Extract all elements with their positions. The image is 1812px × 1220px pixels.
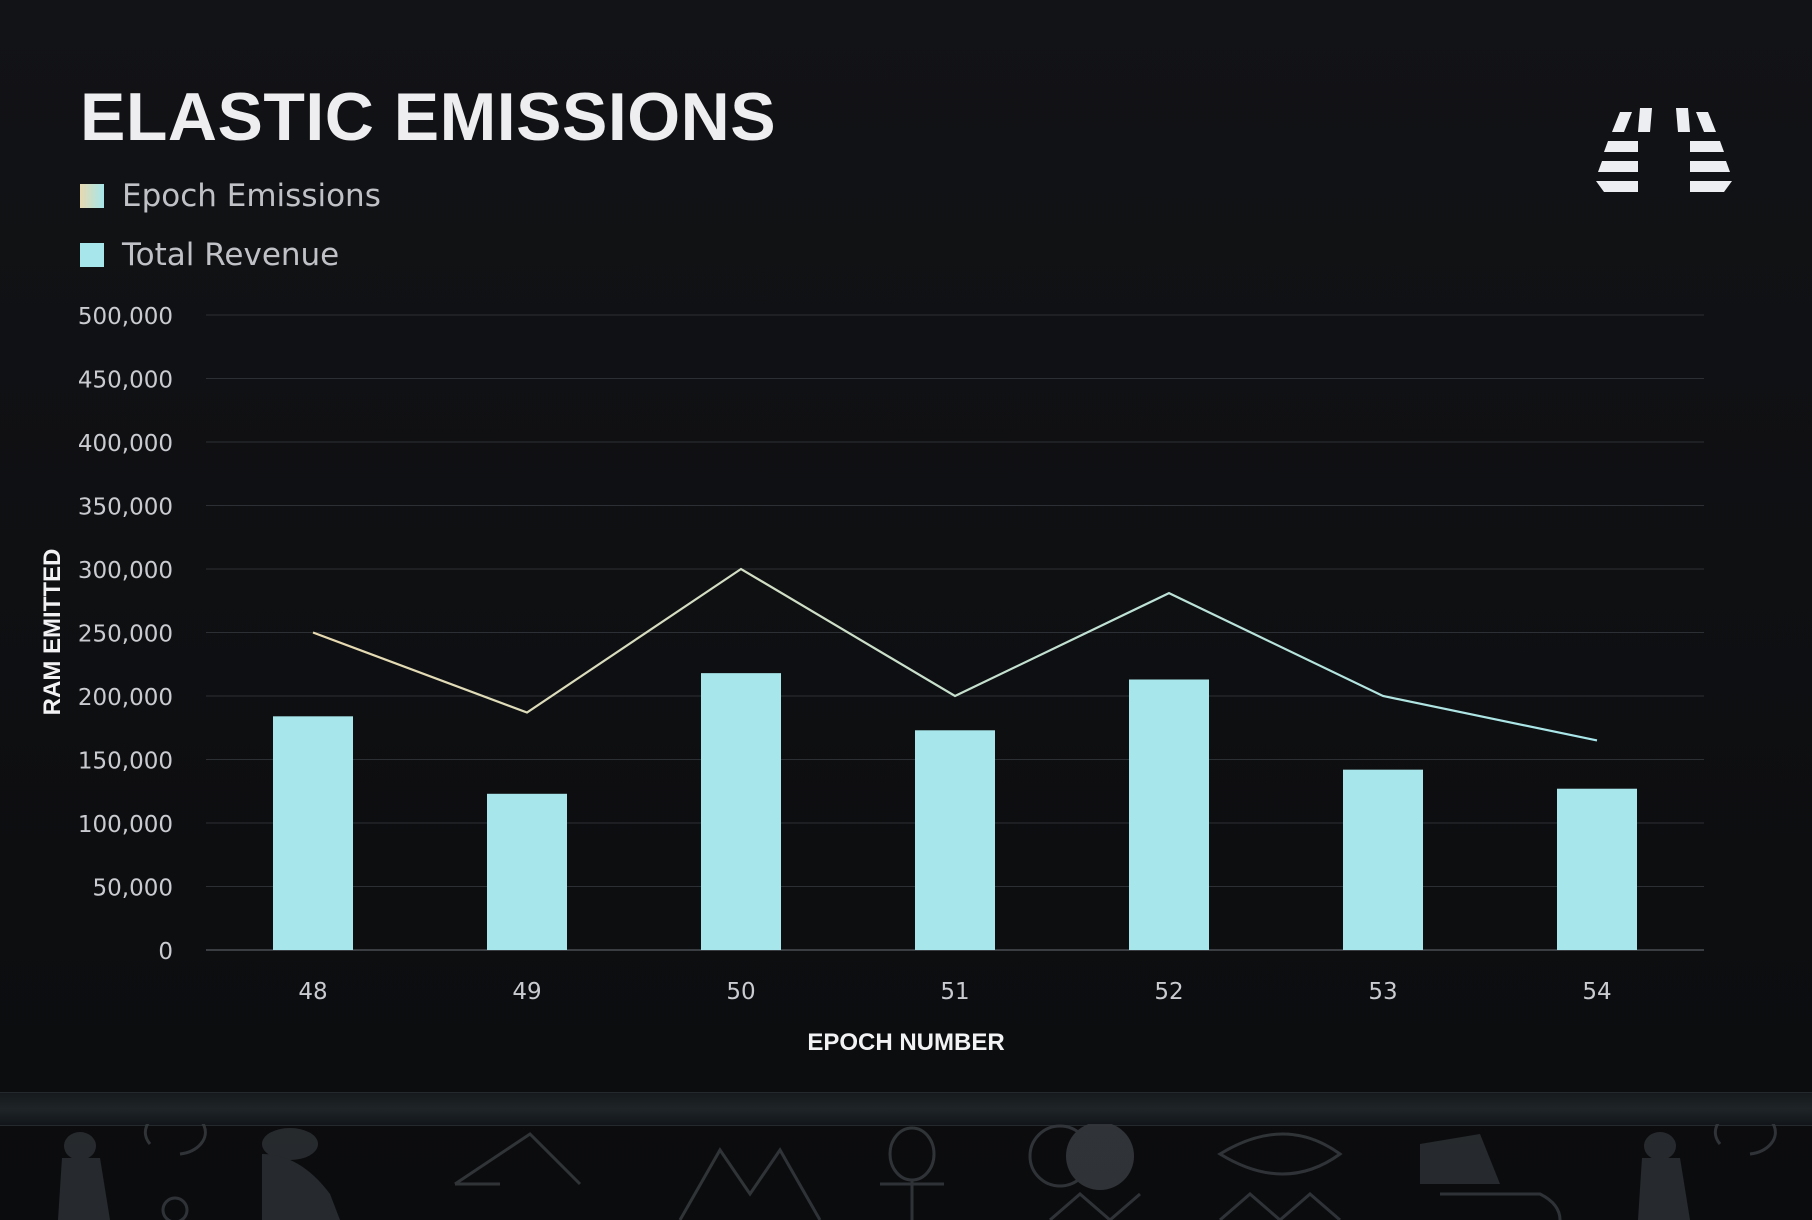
y-tick-label: 350,000 bbox=[78, 495, 173, 521]
x-tick-label: 52 bbox=[1154, 979, 1183, 1005]
y-tick-label: 450,000 bbox=[78, 368, 173, 394]
y-tick-label: 400,000 bbox=[78, 431, 173, 457]
y-tick-label: 300,000 bbox=[78, 558, 173, 584]
bar-epoch-52 bbox=[1129, 679, 1209, 950]
y-axis-label: RAM EMITTED bbox=[39, 549, 66, 716]
y-tick-label: 500,000 bbox=[78, 304, 173, 330]
eye-icon bbox=[1217, 1132, 1343, 1220]
y-axis-ticks: 0 50,000 100,000 150,000 200,000 250,000 300,0… bbox=[78, 304, 173, 965]
x-tick-label: 54 bbox=[1582, 979, 1611, 1005]
line-epoch-emissions bbox=[312, 567, 1598, 742]
bar-epoch-49 bbox=[487, 793, 567, 950]
seated-figure-right-icon bbox=[1638, 1124, 1777, 1220]
x-tick-label: 51 bbox=[940, 979, 969, 1005]
legend: Epoch Emissions Total Revenue bbox=[80, 176, 381, 294]
legend-swatch-epoch-emissions bbox=[80, 184, 104, 208]
brand-logo-icon bbox=[1596, 108, 1732, 192]
bar-epoch-51 bbox=[915, 730, 995, 950]
baboon-icon bbox=[262, 1128, 340, 1220]
x-tick-label: 48 bbox=[298, 979, 327, 1005]
footer-band bbox=[0, 1092, 1812, 1126]
seated-figure-icon bbox=[58, 1124, 207, 1220]
x-tick-label: 49 bbox=[512, 979, 541, 1005]
bar-epoch-50 bbox=[701, 673, 781, 950]
legend-label-epoch-emissions: Epoch Emissions bbox=[122, 178, 381, 214]
x-axis-ticks: 48 49 50 51 52 53 54 bbox=[298, 979, 1611, 1005]
mountains-icon bbox=[678, 1147, 822, 1220]
emissions-chart: 0 50,000 100,000 150,000 200,000 250,000 300,0… bbox=[39, 304, 1704, 1056]
x-tick-label: 53 bbox=[1368, 979, 1397, 1005]
y-tick-label: 250,000 bbox=[78, 622, 173, 648]
legend-label-total-revenue: Total Revenue bbox=[122, 237, 340, 273]
line-series-epoch-emissions bbox=[312, 567, 1598, 742]
bar-epoch-48 bbox=[273, 716, 353, 950]
sphinx-icon bbox=[1420, 1134, 1562, 1220]
y-tick-label: 0 bbox=[158, 939, 173, 965]
pyramid-icon bbox=[454, 1132, 582, 1186]
x-axis-label: EPOCH NUMBER bbox=[807, 1029, 1004, 1056]
chart-title: ELASTIC EMISSIONS bbox=[80, 79, 777, 155]
y-tick-label: 200,000 bbox=[78, 685, 173, 711]
bar-epoch-54 bbox=[1557, 788, 1637, 950]
bar-series-total-revenue bbox=[273, 673, 1637, 950]
y-tick-label: 150,000 bbox=[78, 749, 173, 775]
legend-swatch-total-revenue bbox=[80, 243, 104, 267]
x-tick-label: 50 bbox=[726, 979, 755, 1005]
bar-epoch-53 bbox=[1343, 769, 1423, 950]
sun-disk-icon bbox=[1028, 1124, 1141, 1220]
y-tick-label: 50,000 bbox=[93, 876, 173, 902]
ankh-icon bbox=[880, 1126, 944, 1220]
y-tick-label: 100,000 bbox=[78, 812, 173, 838]
legend-item-total-revenue: Total Revenue bbox=[80, 235, 381, 275]
legend-item-epoch-emissions: Epoch Emissions bbox=[80, 176, 381, 216]
gridlines bbox=[206, 314, 1704, 951]
footer-hieroglyph-pattern bbox=[58, 1124, 1777, 1220]
